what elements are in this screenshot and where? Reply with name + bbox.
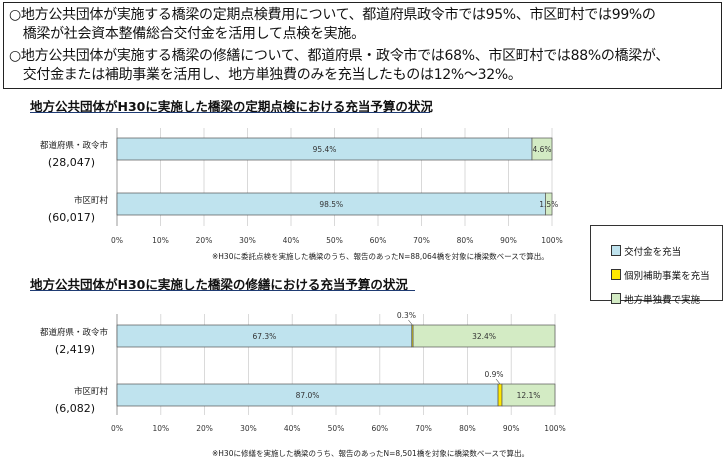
data-label: 32.4% xyxy=(472,332,496,341)
summary-line-1b: 橋梁が社会資本整備総合交付金を活用して点検を実施。 xyxy=(9,26,365,42)
x-tick-label: 0% xyxy=(111,236,123,245)
category-count: (6,082) xyxy=(55,402,95,415)
category-label: 都道府県・政令市 xyxy=(40,140,109,151)
category-label: 市区町村 xyxy=(74,386,109,397)
x-tick-label: 40% xyxy=(283,236,300,245)
x-tick-label: 30% xyxy=(239,236,256,245)
data-label: 4.6% xyxy=(532,145,551,154)
data-label: 1.5% xyxy=(539,200,558,209)
x-tick-label: 50% xyxy=(326,236,343,245)
x-tick-label: 10% xyxy=(152,236,169,245)
x-tick-label: 0% xyxy=(111,424,123,433)
data-label: 67.3% xyxy=(252,332,276,341)
chart-2-title: 地方公共団体がH30に実施した橋梁の修繕における充当予算の状況 xyxy=(30,277,408,292)
x-tick-label: 100% xyxy=(544,424,565,433)
bar-segment xyxy=(545,192,553,216)
legend-item-tandoku: 地方単独費で実施 xyxy=(599,281,700,317)
x-tick-label: 30% xyxy=(240,424,257,433)
x-tick-label: 90% xyxy=(500,236,517,245)
bar-segment xyxy=(497,383,503,407)
legend-label-tandoku: 地方単独費で実施 xyxy=(624,295,701,306)
data-label: 98.5% xyxy=(319,200,343,209)
x-tick-label: 60% xyxy=(370,236,387,245)
summary-box: ○地方公共団体が実施する橋梁の定期点検費用について、都道府県政令市では95%、市… xyxy=(3,2,722,89)
category-count: (2,419) xyxy=(55,343,95,356)
summary-line-2a: ○地方公共団体が実施する橋梁の修繕について、都道府県・政令市では68%、市区町村… xyxy=(9,48,670,64)
legend-swatch-tandoku xyxy=(611,293,622,304)
data-label: 0.3% xyxy=(397,311,416,320)
data-label: 0.9% xyxy=(484,370,503,379)
x-tick-label: 10% xyxy=(152,424,169,433)
legend: 交付金を充当 個別補助事業を充当 地方単独費で実施 xyxy=(590,225,723,306)
x-tick-label: 90% xyxy=(503,424,520,433)
data-label-leader xyxy=(408,319,413,326)
bar-segment xyxy=(531,137,553,161)
summary-line-2b: 交付金または補助事業を活用し、地方単独費のみを充当したものは12%～32%。 xyxy=(9,67,522,83)
x-tick-label: 60% xyxy=(371,424,388,433)
legend-swatch-kofukin xyxy=(611,245,622,256)
x-tick-label: 70% xyxy=(415,424,432,433)
category-count: (28,047) xyxy=(48,156,95,169)
category-count: (60,017) xyxy=(48,211,95,224)
x-tick-label: 20% xyxy=(196,424,213,433)
legend-item-hojo: 個別補助事業を充当 xyxy=(599,257,710,293)
legend-label-hojo: 個別補助事業を充当 xyxy=(624,271,710,282)
data-label-leader xyxy=(495,378,501,385)
chart-1-title: 地方公共団体がH30に実施した橋梁の定期点検における充当予算の状況 xyxy=(30,99,433,114)
category-label: 都道府県・政令市 xyxy=(40,327,109,338)
chart-1-title-underline xyxy=(30,112,430,113)
legend-label-kofukin: 交付金を充当 xyxy=(624,247,682,258)
x-tick-label: 50% xyxy=(328,424,345,433)
x-tick-label: 20% xyxy=(196,236,213,245)
data-label: 95.4% xyxy=(313,145,337,154)
legend-item-kofukin: 交付金を充当 xyxy=(599,233,681,269)
data-label: 87.0% xyxy=(296,391,320,400)
x-tick-label: 100% xyxy=(541,236,562,245)
bar-segment xyxy=(501,383,556,407)
chart-2-note: ※H30に修繕を実施した橋梁のうち、報告のあったN=8,501橋を対象に橋梁数ベ… xyxy=(212,449,529,458)
x-tick-label: 80% xyxy=(459,424,476,433)
category-label: 市区町村 xyxy=(74,195,109,206)
summary-line-1a: ○地方公共団体が実施する橋梁の定期点検費用について、都道府県政令市では95%、市… xyxy=(9,7,656,23)
data-label: 12.1% xyxy=(517,391,541,400)
chart-1-note: ※H30に委託点検を実施した橋梁のうち、報告のあったN=88,064橋を対象に橋… xyxy=(212,252,549,261)
x-tick-label: 80% xyxy=(457,236,474,245)
x-tick-label: 40% xyxy=(284,424,301,433)
bar-segment xyxy=(412,324,556,348)
x-tick-label: 70% xyxy=(413,236,430,245)
legend-swatch-hojo xyxy=(611,269,622,280)
chart-2-title-underline xyxy=(30,290,415,291)
